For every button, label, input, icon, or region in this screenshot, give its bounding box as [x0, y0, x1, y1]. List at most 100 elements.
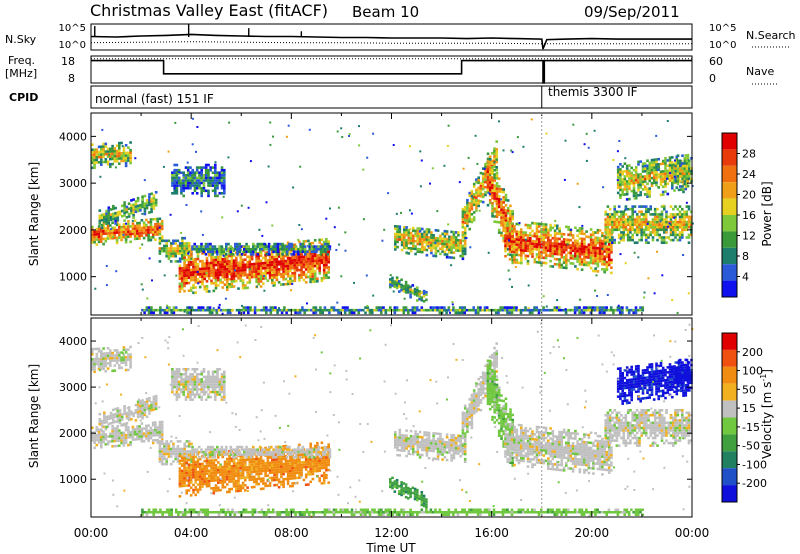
power-cell-2803 [576, 234, 579, 238]
power-cell-3289 [669, 233, 673, 237]
power-cell-4137 [591, 306, 595, 309]
power-cell-1985 [459, 247, 462, 250]
power-cell-3244 [658, 223, 661, 226]
power-cell-741 [217, 260, 220, 264]
power-cell-359 [100, 153, 103, 156]
power-cell-3813 [190, 308, 194, 312]
velocity-cell-323 [154, 394, 158, 398]
power-cell-3192 [647, 241, 650, 244]
power-cell-2496 [517, 253, 521, 257]
power-cell-2511 [520, 248, 523, 252]
power-cell-1709 [214, 189, 217, 193]
power-cell-4104 [553, 306, 557, 309]
power-cell-2633 [542, 228, 546, 231]
power-cell-4168 [625, 306, 629, 309]
power-cell-1436 [254, 247, 257, 251]
power-cell-376 [106, 163, 110, 166]
power-cell-1483 [283, 245, 287, 248]
power-cell-2783 [574, 265, 577, 268]
power-cell-594 [187, 258, 191, 262]
power-cell-1410 [236, 242, 239, 246]
power-cell-748 [219, 271, 222, 274]
power-cell-3577 [659, 180, 663, 184]
power-cell-1617 [189, 181, 192, 185]
power-cell-2648 [544, 225, 548, 229]
power-cell-2348 [502, 221, 505, 225]
power-cell-2953 [603, 234, 606, 238]
power-colorbar-swatch-1 [722, 149, 737, 166]
power-cell-2900 [594, 239, 597, 242]
velocity-cell-140 [142, 427, 146, 430]
power-cell-3294 [669, 220, 673, 224]
power-cell-3042 [613, 213, 616, 216]
power-cell-3444 [628, 177, 631, 180]
power-cell-633 [196, 278, 200, 281]
noise-panel: N.Sky N.Search 10^5 10^0 10^5 10^0 [5, 23, 796, 51]
power-cell-2936 [601, 244, 604, 248]
power-cell-1199 [302, 255, 306, 259]
power-cell-152 [147, 239, 150, 242]
velocity-cell-238 [118, 411, 122, 414]
power-speck-10 [516, 136, 519, 139]
velocity-cell-396 [113, 356, 117, 360]
velocity-cell-226 [114, 407, 117, 411]
power-speck-229 [524, 238, 527, 241]
power-cell-1751 [223, 174, 226, 177]
power-speck-56 [110, 228, 113, 231]
power-cell-261 [127, 215, 131, 218]
station-title: Christmas Valley East (fitACF) [90, 1, 328, 20]
power-cell-641 [196, 252, 200, 256]
power-cell-2284 [493, 207, 496, 211]
velocity-cell-53 [111, 432, 114, 435]
power-cell-1700 [211, 189, 215, 193]
power-cell-1731 [218, 176, 222, 180]
power-cell-1443 [258, 245, 262, 248]
power-cell-3128 [631, 205, 634, 208]
power-cell-141 [142, 231, 146, 235]
power-cell-3835 [217, 306, 221, 309]
power-cell-2492 [515, 233, 519, 236]
power-cell-2787 [574, 249, 577, 253]
power-cell-2427 [504, 242, 507, 245]
power-speck-174 [410, 212, 413, 215]
power-cell-3013 [608, 236, 612, 239]
power-cell-887 [244, 266, 247, 269]
power-cell-1828 [414, 234, 417, 238]
power-cell-1219 [307, 267, 310, 271]
power-speck-177 [650, 226, 652, 229]
velocity-cell-126 [138, 432, 141, 436]
power-cell-1267 [313, 259, 317, 263]
power-cell-3887 [287, 308, 291, 312]
power-cell-1879 [427, 230, 431, 234]
power-cell-803 [228, 262, 231, 265]
power-speck-193 [469, 246, 472, 249]
power-cell-1565 [173, 163, 176, 167]
power-cell-4172 [632, 311, 635, 315]
power-cell-564 [183, 279, 186, 283]
power-cell-3752 [685, 169, 689, 173]
power-cell-1097 [284, 262, 288, 265]
power-cell-3374 [687, 218, 691, 221]
power-cell-3871 [269, 311, 273, 315]
power-cell-1017 [271, 273, 274, 277]
power-cell-2370 [504, 211, 508, 215]
power-cell-2958 [605, 255, 609, 259]
power-speck-225 [487, 191, 490, 194]
power-cell-434 [127, 159, 130, 162]
velocity-cell-236 [118, 416, 122, 419]
power-cell-1594 [182, 181, 185, 185]
power-cell-3740 [683, 175, 687, 178]
velocity-cell-86 [122, 436, 126, 440]
power-cell-3906 [314, 311, 318, 315]
power-cell-2329 [500, 231, 503, 235]
power-cell-755 [219, 253, 222, 256]
velocity-cell-70 [115, 427, 119, 430]
power-cell-1964 [452, 241, 456, 244]
velocity-cell-308 [150, 409, 153, 412]
power-cell-3516 [646, 190, 649, 193]
power-cell-848 [237, 277, 240, 280]
power-cell-1648 [198, 186, 201, 190]
power-cell-2114 [470, 220, 474, 224]
power-cell-3554 [652, 163, 656, 167]
power-cell-3651 [675, 158, 679, 161]
